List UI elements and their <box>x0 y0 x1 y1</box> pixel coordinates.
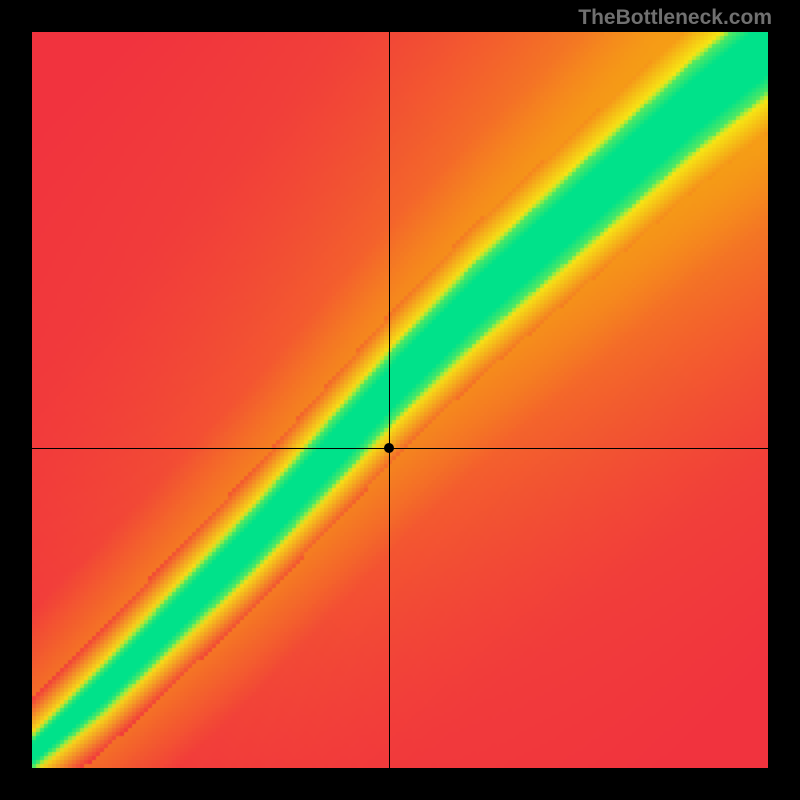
watermark-text: TheBottleneck.com <box>578 6 772 30</box>
heatmap-plot-area <box>32 32 768 768</box>
crosshair-vertical <box>389 32 390 768</box>
selection-marker-dot <box>384 443 394 453</box>
heatmap-canvas <box>32 32 768 768</box>
crosshair-horizontal <box>32 448 768 449</box>
